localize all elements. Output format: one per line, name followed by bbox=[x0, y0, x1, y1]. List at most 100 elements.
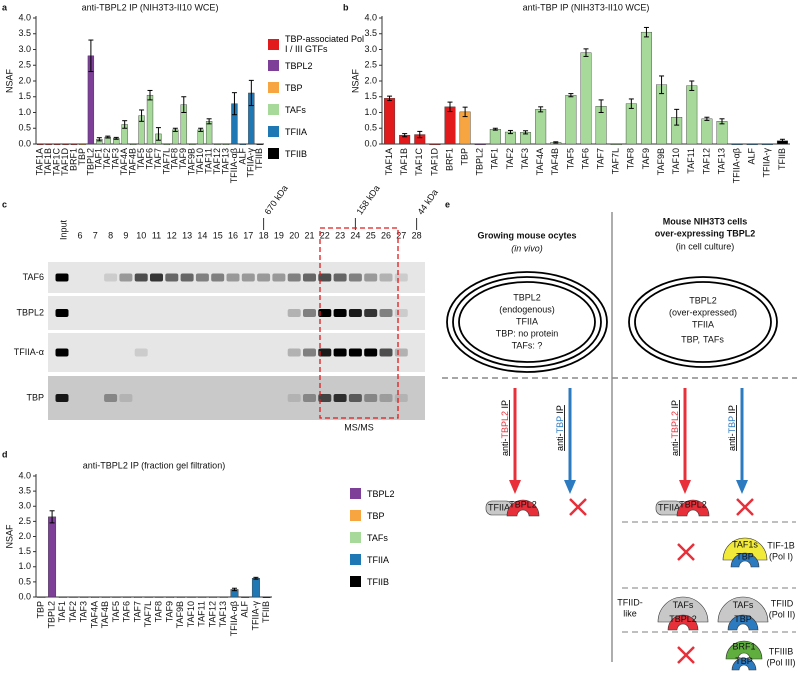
legend-label: TFIIB bbox=[367, 576, 389, 587]
y-tick-label: 0.5 bbox=[364, 123, 377, 133]
bar bbox=[37, 596, 46, 599]
x-tick-label: TAF13 bbox=[716, 148, 726, 174]
y-tick-label: 1.5 bbox=[18, 546, 31, 556]
bar bbox=[70, 143, 78, 146]
y-tick-label: 2.0 bbox=[18, 531, 31, 541]
bar bbox=[69, 596, 78, 599]
size-marker: 44 kDa bbox=[415, 187, 440, 216]
chart-title: anti-TBPL2 IP (fraction gel filtration) bbox=[83, 460, 225, 470]
band bbox=[165, 273, 179, 282]
x-tick-label: TAF1 bbox=[94, 148, 104, 169]
legend-item: TBP-associated Pol I / III GTFs bbox=[268, 34, 368, 54]
x-tick-label: BRF1 bbox=[444, 148, 454, 171]
band bbox=[364, 348, 378, 357]
x-tick-label: TAF2 bbox=[505, 148, 515, 169]
band bbox=[318, 309, 332, 317]
bar bbox=[222, 143, 230, 146]
bar bbox=[79, 143, 86, 146]
row-label: TBP bbox=[26, 392, 44, 402]
arrow-label: anti-TBPL2 IP bbox=[500, 400, 510, 456]
y-tick-label: 2.0 bbox=[364, 75, 377, 85]
x-tick-label: TAF13 bbox=[218, 601, 228, 627]
bar bbox=[241, 596, 250, 599]
band bbox=[180, 273, 194, 282]
band bbox=[241, 273, 255, 282]
no-result bbox=[677, 543, 695, 561]
y-tick-label: 4.0 bbox=[364, 12, 377, 22]
band bbox=[333, 348, 347, 357]
x-tick-label: TAF10 bbox=[195, 148, 205, 174]
x-tick-label: TAF12 bbox=[701, 148, 711, 174]
band bbox=[394, 394, 408, 402]
y-tick-label: 0.5 bbox=[18, 123, 31, 133]
x-tick-label: TFIIA-γ bbox=[250, 601, 260, 631]
band bbox=[303, 394, 316, 402]
column-title: over-expressing TBPL2 bbox=[655, 228, 756, 238]
lane-label: 14 bbox=[197, 230, 207, 240]
band bbox=[394, 309, 408, 317]
chart-title: anti-TBP IP (NIH3T3-II10 WCE) bbox=[523, 2, 650, 12]
protein-label: TAFs bbox=[733, 600, 754, 610]
lane-label: 26 bbox=[381, 230, 391, 240]
legend-swatch bbox=[268, 148, 279, 159]
bar bbox=[239, 143, 247, 146]
arrow-label-part: TBP bbox=[555, 416, 565, 434]
x-tick-label: TAF8 bbox=[626, 148, 636, 169]
arrow-head bbox=[736, 480, 748, 494]
size-marker: 670 kDa bbox=[262, 183, 289, 216]
band bbox=[348, 348, 362, 357]
bar bbox=[91, 596, 99, 599]
bar bbox=[123, 596, 132, 599]
legend-item: TFIIB bbox=[268, 148, 368, 159]
y-tick-label: 2.5 bbox=[18, 60, 31, 70]
band bbox=[394, 348, 408, 357]
x-tick-label: TBPL2 bbox=[46, 601, 56, 629]
lane-label: 9 bbox=[123, 230, 128, 240]
band bbox=[333, 273, 347, 282]
arrow-label-part: anti- bbox=[500, 439, 510, 457]
bar bbox=[384, 98, 396, 145]
column-subtitle: (in cell culture) bbox=[676, 241, 735, 251]
row-label: TBPL2 bbox=[16, 307, 44, 317]
protein bbox=[730, 552, 760, 568]
x-tick-label: TAF1 bbox=[490, 148, 500, 169]
legend-swatch bbox=[268, 82, 279, 93]
protein bbox=[657, 596, 709, 623]
bar bbox=[209, 596, 217, 599]
oval-text: TAFs: ? bbox=[512, 340, 543, 350]
bar bbox=[197, 129, 204, 145]
bar bbox=[58, 596, 67, 599]
bar bbox=[45, 143, 52, 146]
x-tick-label: TAF7 bbox=[595, 148, 605, 169]
x-tick-label: TFIIB bbox=[261, 601, 271, 623]
bar bbox=[187, 596, 196, 599]
panel-label: a bbox=[2, 2, 8, 12]
gel-strip bbox=[48, 296, 425, 330]
bar bbox=[172, 129, 179, 145]
legend-swatch bbox=[268, 104, 279, 115]
legend-swatch bbox=[268, 38, 279, 50]
complex-name: like bbox=[623, 608, 637, 618]
legend-label: TAFs bbox=[285, 104, 306, 115]
protein-label: TAF1s bbox=[732, 539, 758, 549]
x-tick-label: TAF6 bbox=[144, 148, 154, 169]
x-tick-label: TAF1D bbox=[60, 148, 70, 176]
complex-name: TFIID bbox=[771, 598, 794, 608]
band bbox=[287, 348, 301, 357]
band bbox=[364, 394, 378, 402]
bar bbox=[256, 143, 263, 146]
oval-text: TBP, bbox=[681, 334, 700, 344]
band bbox=[394, 273, 408, 282]
lane-label: 12 bbox=[167, 230, 177, 240]
oval-text: TBPL2 bbox=[689, 295, 717, 305]
arrow-label-part: IP bbox=[500, 400, 510, 411]
y-tick-label: 3.5 bbox=[364, 28, 377, 38]
panel-label: c bbox=[2, 199, 7, 209]
y-axis-label: NSAF bbox=[4, 69, 14, 94]
lane-label: 6 bbox=[77, 230, 82, 240]
band bbox=[150, 273, 163, 282]
x-tick-label: TFIIA-γ bbox=[246, 148, 256, 178]
x-tick-label: TAF1A bbox=[35, 148, 45, 175]
bar bbox=[610, 143, 622, 146]
x-tick-label: TAF11 bbox=[686, 148, 696, 174]
